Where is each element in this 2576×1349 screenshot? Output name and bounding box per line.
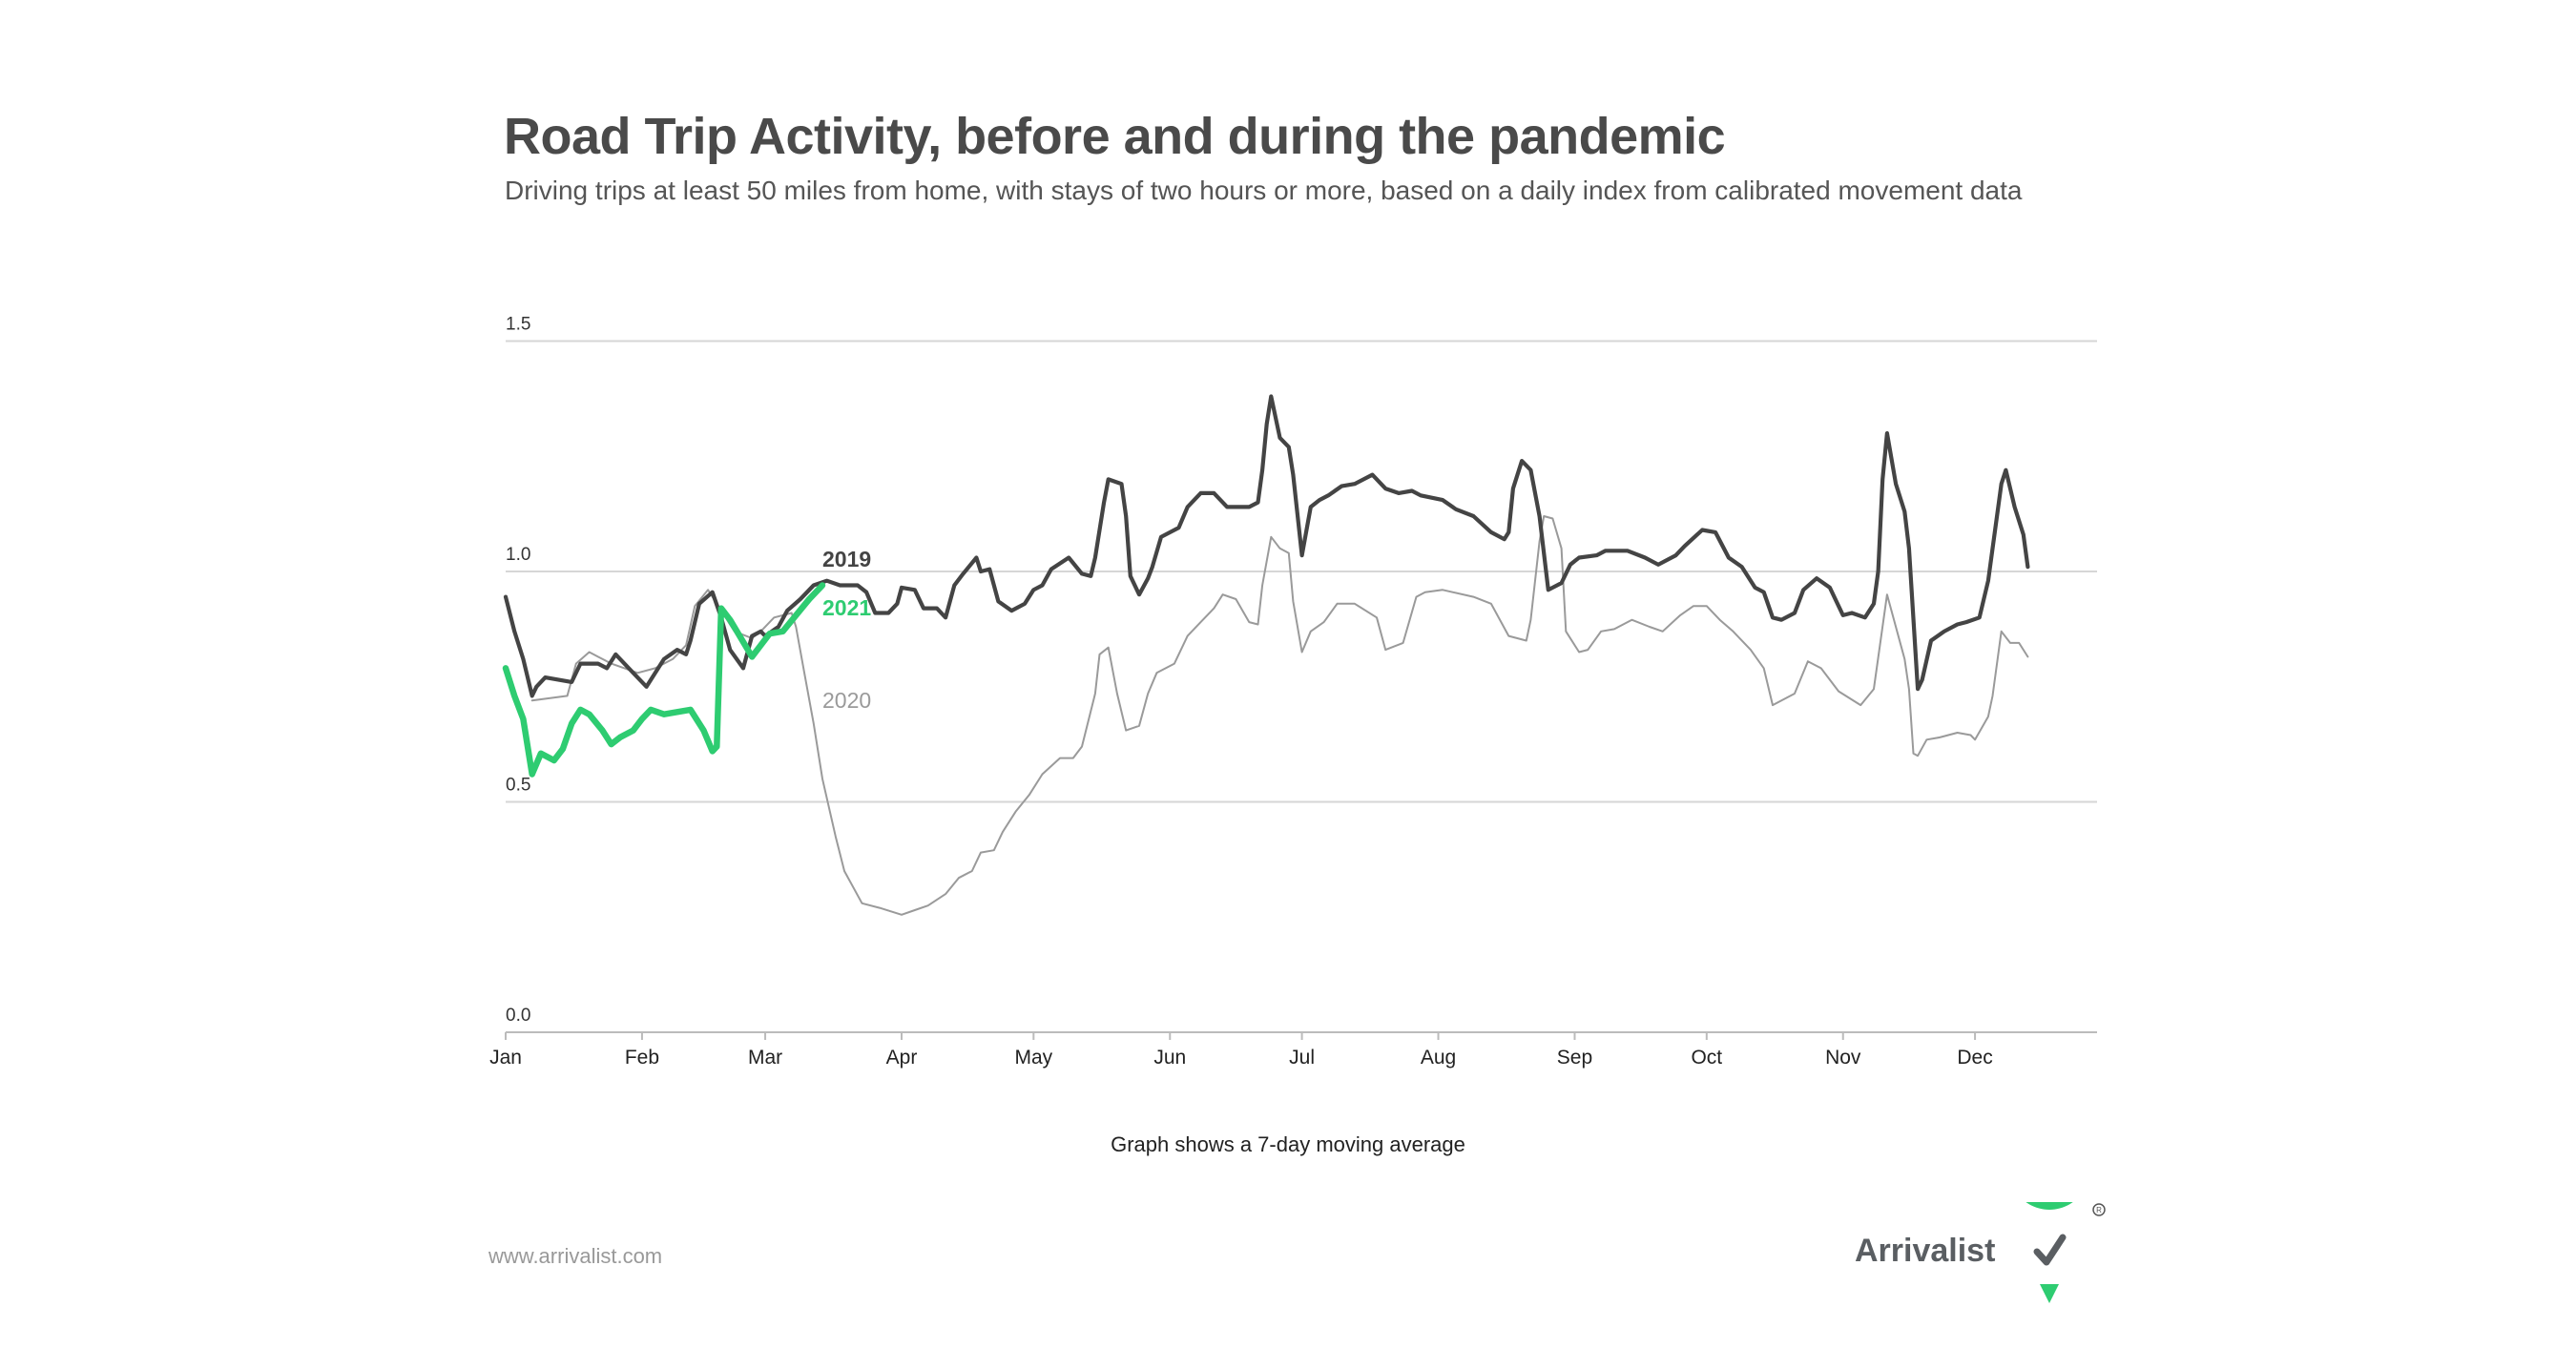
x-tick-label: Nov xyxy=(1825,1047,1861,1069)
x-tick-label: Mar xyxy=(748,1047,782,1069)
chart-subtitle: Driving trips at least 50 miles from hom… xyxy=(505,176,2023,205)
x-tick-label: Dec xyxy=(1957,1047,1992,1069)
y-tick-label: 1.5 xyxy=(506,315,530,335)
brand-name: Arrivalist xyxy=(1855,1233,1996,1269)
y-tick-label: 0.0 xyxy=(506,1006,530,1026)
x-tick-label: Feb xyxy=(625,1047,659,1069)
y-tick-label: 1.0 xyxy=(506,545,530,565)
x-tick-label: Jan xyxy=(489,1047,522,1069)
moving-average-note: Graph shows a 7-day moving average xyxy=(1111,1132,1465,1156)
website-link[interactable]: www.arrivalist.com xyxy=(488,1244,663,1268)
svg-text:R: R xyxy=(2096,1206,2102,1214)
y-tick-label: 0.5 xyxy=(506,776,530,796)
series-line-2019 xyxy=(503,394,2030,698)
series-line-2021 xyxy=(502,582,826,778)
x-tick-label: May xyxy=(1014,1047,1052,1069)
x-tick-label: Sep xyxy=(1557,1047,1592,1069)
series-label-2019: 2019 xyxy=(822,547,871,571)
x-tick-label: Oct xyxy=(1691,1047,1722,1069)
series-line-2020 xyxy=(530,515,2029,916)
arrivalist-logo-icon: R xyxy=(2021,1202,2106,1303)
x-tick-label: Aug xyxy=(1421,1047,1456,1069)
x-tick-label: Apr xyxy=(886,1047,918,1069)
x-tick-label: Jun xyxy=(1153,1047,1186,1069)
series-label-2021: 2021 xyxy=(822,595,871,620)
chart-title: Road Trip Activity, before and during th… xyxy=(504,108,1726,165)
series-label-2020: 2020 xyxy=(822,688,871,713)
x-tick-label: Jul xyxy=(1289,1047,1315,1069)
